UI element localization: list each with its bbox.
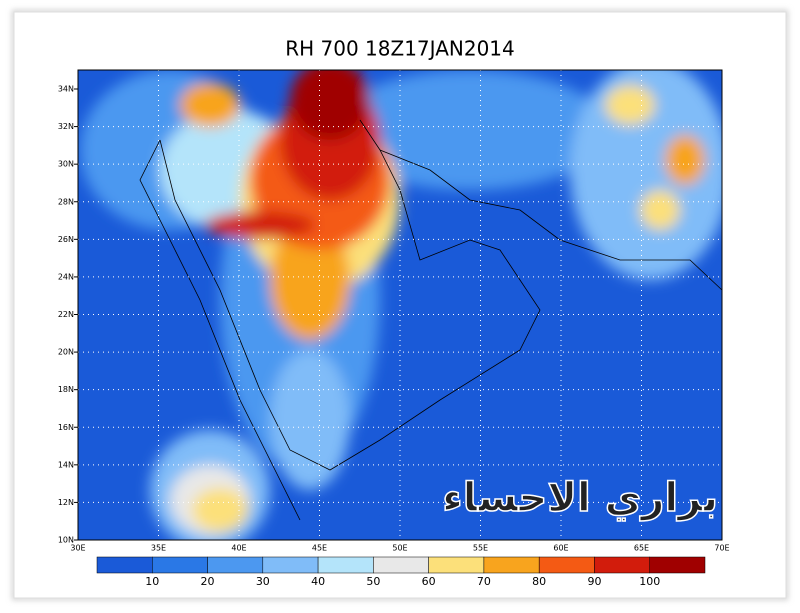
colorbar-swatch [317, 556, 374, 574]
lat-label: 32N [58, 122, 74, 131]
lon-label: 40E [231, 544, 246, 553]
map-border [77, 69, 723, 541]
lat-label: 24N [58, 272, 74, 281]
colorbar-label: 10 [145, 575, 159, 588]
colorbar: 10 20 30 40 50 60 70 80 90 100 [96, 556, 706, 588]
colorbar-label: 40 [311, 575, 325, 588]
colorbar-swatch [262, 556, 319, 574]
colorbar-label: 30 [256, 575, 270, 588]
lon-label: 50E [392, 544, 407, 553]
axis-labels: 34N32N30N28N26N24N22N20N18N16N14N12N10N3… [58, 85, 730, 553]
lat-label: 18N [58, 385, 74, 394]
lon-label: 35E [151, 544, 166, 553]
colorbar-swatch [649, 556, 706, 574]
colorbar-label: 50 [366, 575, 380, 588]
lat-label: 30N [58, 160, 74, 169]
colorbar-label: 70 [477, 575, 491, 588]
lat-label: 20N [58, 348, 74, 357]
title: RH 700 18Z17JAN2014 [285, 37, 515, 61]
colorbar-swatch [152, 556, 208, 574]
lon-label: 65E [634, 544, 649, 553]
lat-label: 28N [58, 197, 74, 206]
colorbar-label: 20 [201, 575, 215, 588]
colorbar-swatch [373, 556, 429, 574]
colorbar-swatch [594, 556, 650, 574]
colorbar-label: 80 [532, 575, 546, 588]
lat-label: 10N [58, 536, 74, 545]
colorbar-swatch [96, 556, 153, 574]
lon-label: 70E [714, 544, 729, 553]
lon-label: 55E [473, 544, 488, 553]
colorbar-swatch [207, 556, 264, 574]
lon-label: 60E [553, 544, 568, 553]
lat-label: 14N [58, 460, 74, 469]
colorbar-label: 60 [422, 575, 436, 588]
colorbar-swatch [428, 556, 485, 574]
colorbar-label: 90 [587, 575, 601, 588]
lat-label: 12N [58, 498, 74, 507]
lat-label: 26N [58, 235, 74, 244]
lat-label: 16N [58, 423, 74, 432]
watermark: براري الاحساء [442, 475, 718, 521]
lat-label: 34N [58, 85, 74, 94]
graticule [78, 70, 722, 540]
lon-label: 45E [312, 544, 327, 553]
colorbar-swatch [538, 556, 595, 574]
lon-label: 30E [70, 544, 85, 553]
colorbar-label: 100 [639, 575, 660, 588]
lat-label: 22N [58, 310, 74, 319]
colorbar-swatch [483, 556, 540, 574]
rh-field [78, 70, 722, 540]
